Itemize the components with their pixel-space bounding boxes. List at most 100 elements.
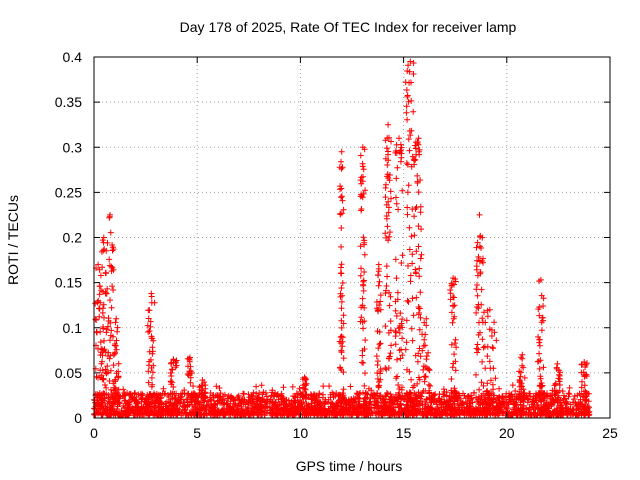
- data-point: [480, 408, 487, 415]
- data-point: [448, 309, 455, 316]
- data-point: [146, 328, 153, 334]
- data-point: [566, 384, 573, 391]
- data-point: [385, 121, 392, 128]
- data-point: [441, 399, 448, 406]
- data-point: [416, 326, 423, 333]
- data-point: [339, 197, 346, 204]
- data-point: [221, 405, 228, 412]
- data-point: [409, 412, 416, 419]
- data-point: [404, 211, 411, 218]
- data-point: [150, 337, 157, 344]
- data-point: [482, 392, 488, 399]
- data-point: [109, 393, 116, 400]
- data-point: [405, 262, 411, 269]
- data-point: [96, 291, 103, 298]
- data-point: [541, 401, 548, 408]
- data-point: [451, 351, 458, 358]
- data-point: [404, 116, 411, 123]
- data-point: [107, 367, 114, 374]
- data-point: [554, 396, 561, 403]
- data-point: [479, 315, 486, 322]
- data-point: [264, 398, 270, 405]
- data-point: [388, 195, 394, 202]
- data-point: [170, 356, 177, 363]
- data-point: [477, 329, 483, 336]
- data-point: [94, 299, 101, 306]
- data-point: [412, 407, 419, 414]
- data-point: [513, 411, 520, 418]
- data-point: [276, 406, 283, 412]
- data-point: [252, 404, 258, 411]
- data-point: [384, 162, 391, 168]
- data-point: [95, 374, 101, 381]
- data-point: [403, 160, 410, 167]
- data-point: [411, 390, 418, 397]
- data-point: [96, 305, 103, 312]
- data-point: [118, 408, 125, 415]
- data-point: [107, 229, 114, 236]
- data-point: [412, 156, 419, 163]
- data-point: [362, 400, 369, 407]
- data-point: [399, 384, 405, 391]
- data-point: [225, 392, 232, 399]
- data-point: [518, 380, 525, 387]
- data-point: [144, 391, 151, 398]
- data-point: [99, 264, 106, 271]
- data-point: [407, 272, 414, 279]
- data-point: [110, 362, 117, 369]
- data-point: [426, 387, 432, 394]
- data-point: [360, 234, 367, 241]
- data-point: [484, 387, 491, 394]
- data-point: [99, 346, 106, 353]
- data-point: [126, 399, 133, 406]
- data-point: [415, 304, 422, 310]
- data-point: [107, 297, 113, 304]
- data-point: [481, 309, 487, 316]
- data-point: [148, 365, 155, 371]
- data-point: [110, 411, 117, 418]
- data-point: [357, 152, 364, 159]
- data-point: [425, 381, 432, 388]
- data-point: [416, 146, 423, 153]
- data-point: [474, 282, 480, 288]
- data-point: [527, 390, 533, 397]
- data-point: [221, 399, 228, 406]
- data-point: [414, 140, 421, 147]
- data-point: [101, 409, 108, 416]
- data-point: [475, 346, 482, 353]
- data-point: [406, 224, 413, 231]
- data-point: [387, 405, 394, 412]
- data-point: [368, 401, 375, 407]
- data-point: [301, 385, 308, 392]
- data-point: [427, 399, 434, 406]
- x-tick-label: 20: [499, 425, 515, 441]
- data-point: [380, 396, 387, 403]
- data-point: [149, 409, 156, 416]
- data-point: [414, 178, 421, 185]
- data-point: [418, 393, 425, 400]
- data-point: [471, 406, 478, 413]
- data-point: [474, 292, 481, 299]
- data-point: [162, 403, 169, 410]
- data-point: [482, 365, 489, 372]
- data-point: [387, 350, 394, 357]
- data-point: [274, 402, 281, 409]
- data-point: [387, 188, 394, 195]
- data-point: [94, 391, 101, 398]
- data-point: [436, 395, 443, 402]
- data-point: [404, 68, 411, 74]
- data-point: [100, 234, 107, 241]
- data-point: [405, 182, 412, 189]
- data-point: [416, 273, 423, 280]
- data-point: [100, 305, 106, 312]
- data-point: [415, 374, 422, 381]
- data-point: [406, 391, 413, 398]
- data-point: [322, 396, 329, 403]
- data-point: [151, 392, 158, 399]
- data-point: [371, 395, 378, 402]
- data-point: [111, 384, 118, 391]
- data-point: [574, 405, 581, 411]
- data-point: [535, 333, 542, 340]
- data-point: [354, 405, 361, 412]
- data-point: [283, 403, 290, 410]
